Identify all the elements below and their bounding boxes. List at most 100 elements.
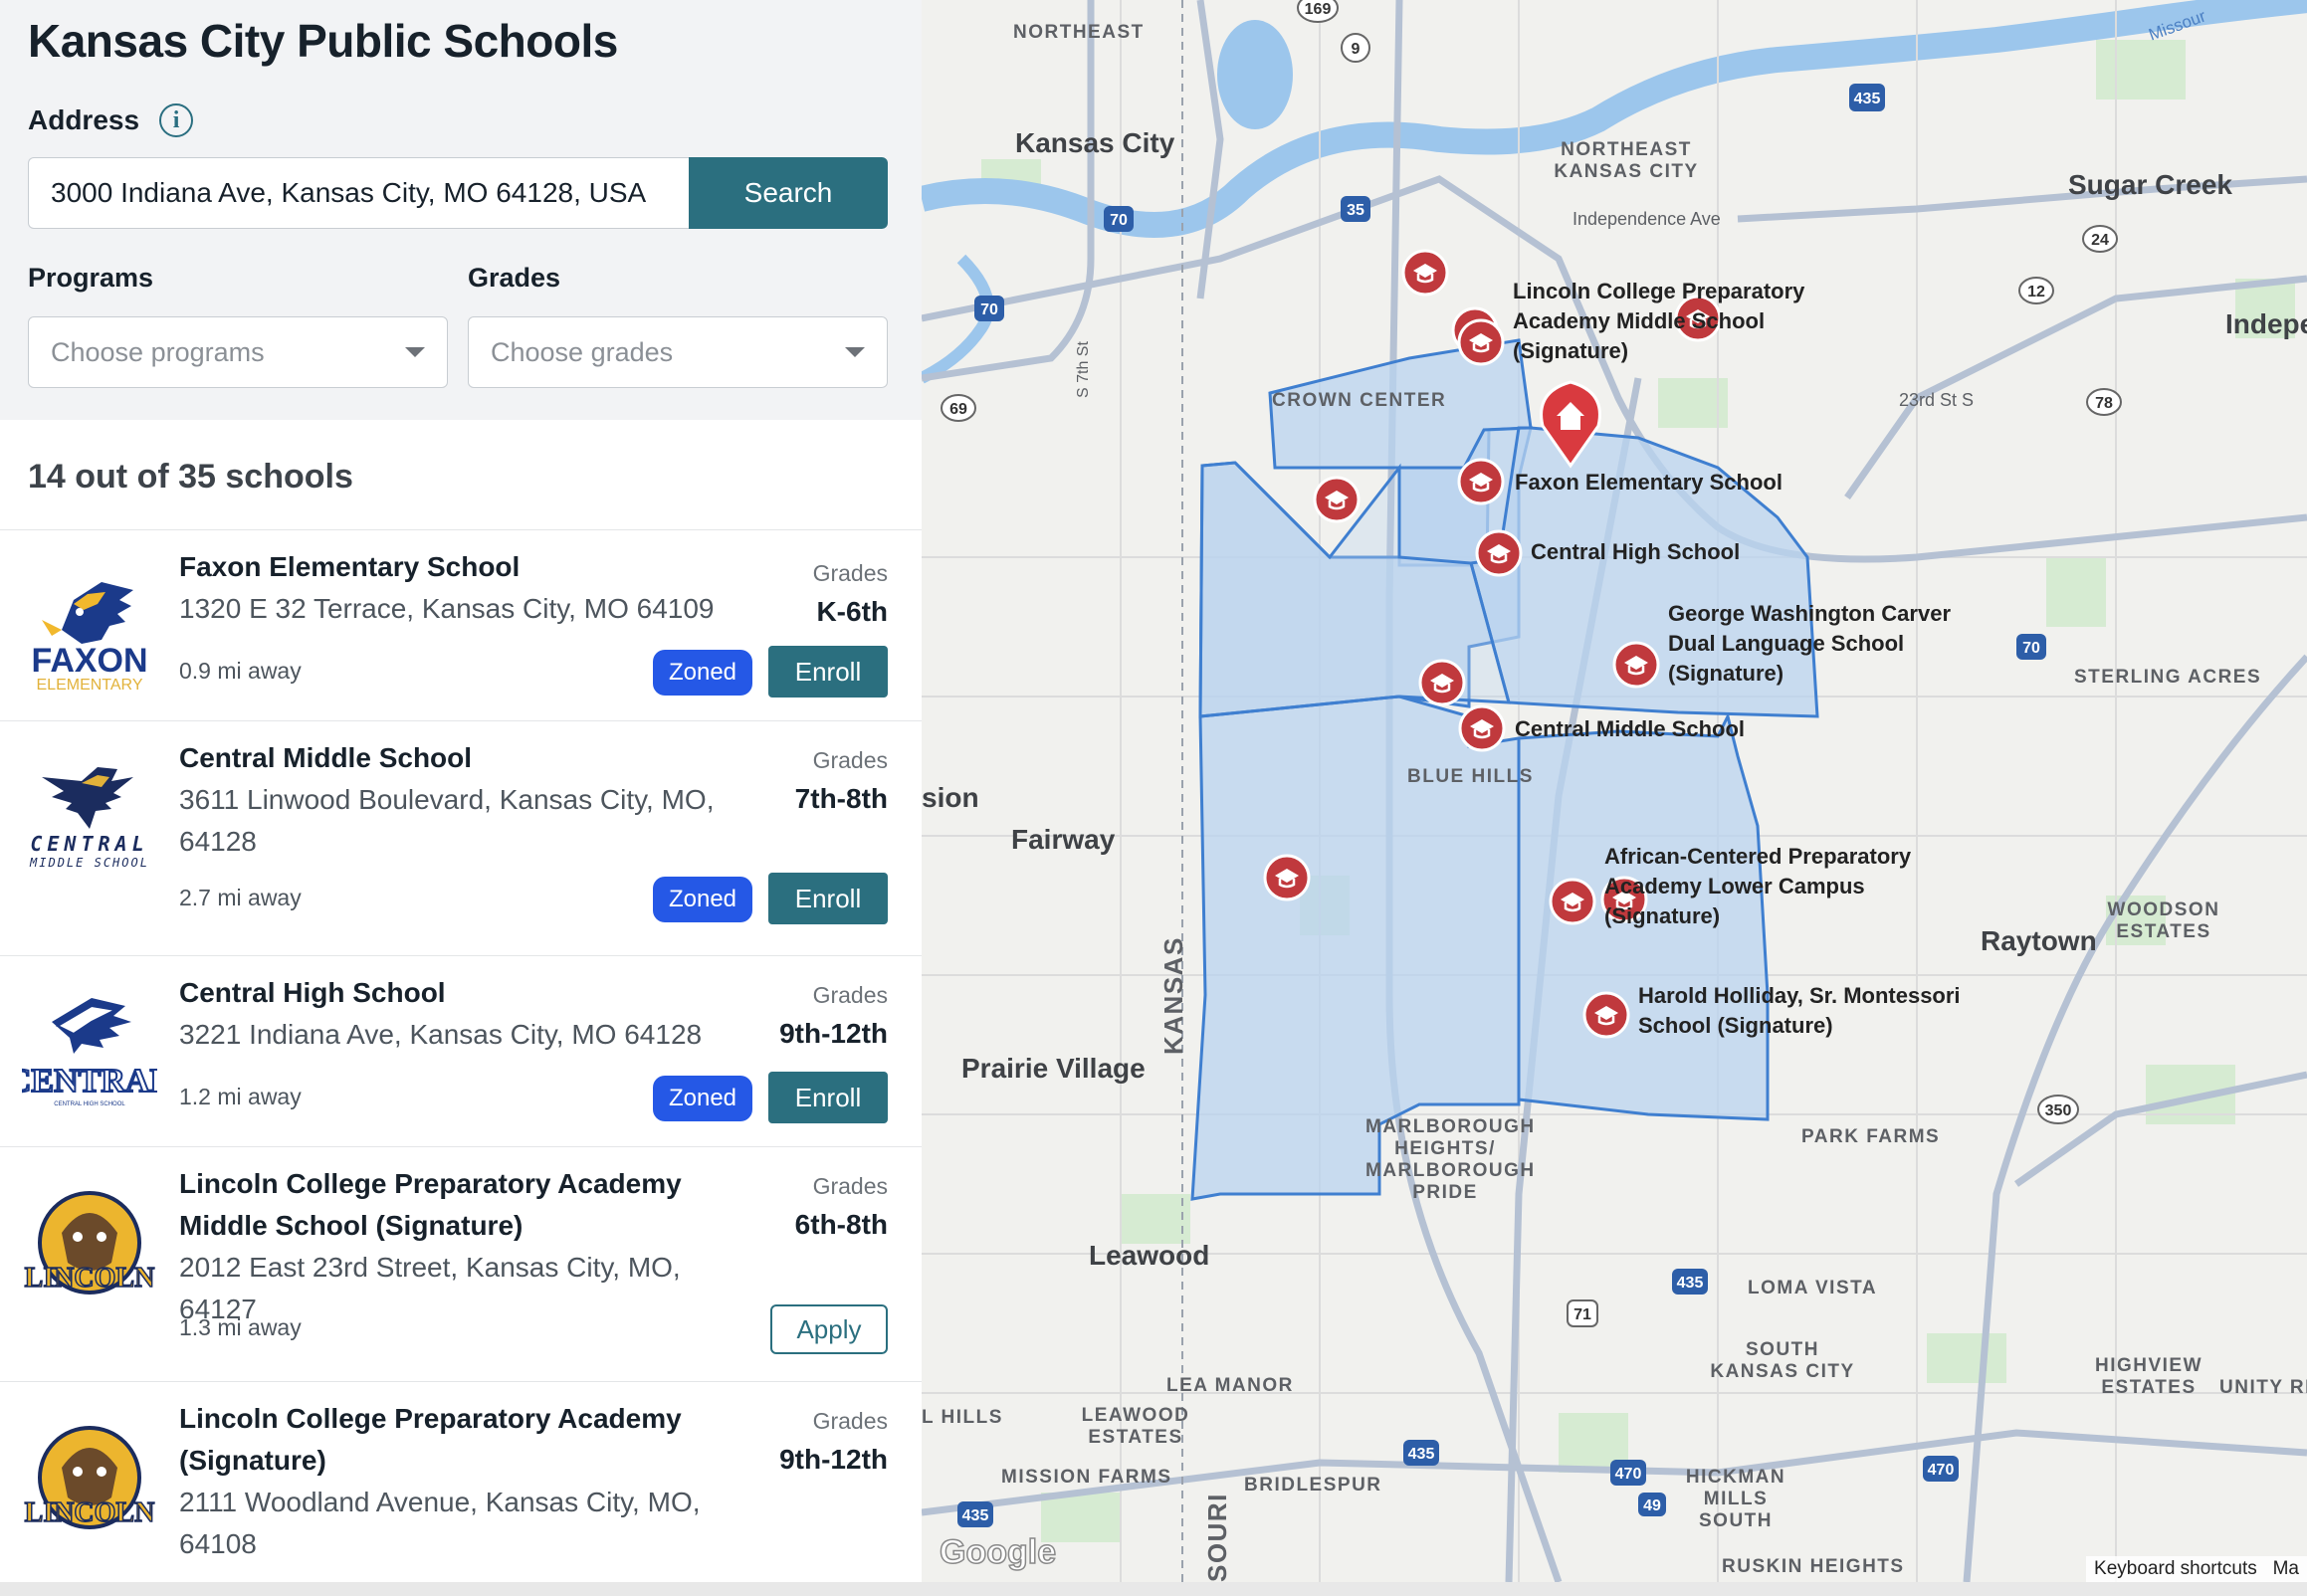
school-grades: 7th-8th xyxy=(794,783,888,814)
area-label: MARLBOROUGH HEIGHTS/ MARLBOROUGH PRIDE xyxy=(1365,1116,1536,1203)
school-name[interactable]: Lincoln College Preparatory Academy (Sig… xyxy=(179,1403,682,1476)
google-logo: Google xyxy=(939,1532,1057,1572)
map-school-label-carver[interactable]: George Washington Carver Dual Language Sc… xyxy=(1668,601,1952,686)
area-label: PARK FARMS xyxy=(1801,1126,1941,1147)
apply-button[interactable]: Apply xyxy=(770,1304,888,1354)
area-label: HICKMAN MILLS SOUTH xyxy=(1685,1467,1786,1531)
keyboard-shortcuts-link[interactable]: Keyboard shortcuts Ma xyxy=(2086,1556,2307,1582)
lake xyxy=(1217,20,1293,129)
school-card-lincoln-middle[interactable]: LINCOLN Lincoln College Preparatory Acad… xyxy=(0,1147,922,1382)
map-school-label-central-high[interactable]: Central High School xyxy=(1531,539,1741,564)
area-label: RUSKIN HEIGHTS xyxy=(1722,1556,1905,1577)
school-grades: 9th-12th xyxy=(779,1018,888,1049)
area-label: WOODSON ESTATES xyxy=(2107,899,2220,942)
area-label: LOMA VISTA xyxy=(1748,1278,1878,1298)
school-address: 3611 Linwood Boulevard, Kansas City, MO,… xyxy=(179,784,715,857)
search-panel: Kansas City Public Schools Address i Sea… xyxy=(0,0,922,1582)
lincoln-logo: LINCOLN xyxy=(24,1191,155,1295)
school-card-faxon[interactable]: FAXON ELEMENTARY Faxon Elementary School… xyxy=(0,530,922,721)
grades-heading: Grades xyxy=(812,982,888,1008)
zoned-badge: Zoned xyxy=(653,650,752,696)
map-view[interactable]: 169 9 435 35 70 70 69 24 12 78 70 350 71… xyxy=(922,0,2307,1582)
map-school-label-holliday[interactable]: Harold Holliday, Sr. Montessori School (S… xyxy=(1638,983,1961,1038)
svg-text:FAXON: FAXON xyxy=(31,642,147,680)
city-label: sion xyxy=(922,782,979,813)
street-label: S 7th St xyxy=(1075,341,1092,398)
school-name[interactable]: Central High School xyxy=(179,977,446,1008)
area-label: MISSION FARMS xyxy=(1001,1467,1172,1488)
school-address: 2012 East 23rd Street, Kansas City, MO, … xyxy=(179,1252,681,1324)
central-middle-logo: CENTRAL MIDDLE SCHOOL xyxy=(29,767,149,870)
grades-heading: Grades xyxy=(812,560,888,586)
school-name[interactable]: Lincoln College Preparatory Academy Midd… xyxy=(179,1168,682,1241)
zoned-badge: Zoned xyxy=(653,1076,752,1121)
grades-label: Grades xyxy=(468,263,561,293)
city-label: Kansas City xyxy=(1015,127,1175,158)
city-label: Indepe xyxy=(2225,308,2307,339)
area-label: UNITY RI xyxy=(2219,1377,2307,1398)
school-name[interactable]: Central Middle School xyxy=(179,742,473,773)
kansas-river xyxy=(922,254,994,384)
address-input[interactable] xyxy=(28,157,689,229)
svg-text:MIDDLE SCHOOL: MIDDLE SCHOOL xyxy=(29,856,149,870)
svg-text:CENTRAL: CENTRAL xyxy=(22,1063,157,1099)
school-grades: K-6th xyxy=(816,596,888,627)
area-label: NORTHEAST KANSAS CITY xyxy=(1554,139,1699,182)
school-card-central-middle[interactable]: CENTRAL MIDDLE SCHOOL Central Middle Sch… xyxy=(0,721,922,956)
school-grades: 9th-12th xyxy=(779,1444,888,1475)
faxon-logo: FAXON ELEMENTARY xyxy=(31,582,148,694)
programs-placeholder: Choose programs xyxy=(51,336,265,367)
svg-text:LINCOLN: LINCOLN xyxy=(25,1263,155,1294)
enroll-button[interactable]: Enroll xyxy=(768,646,888,698)
enroll-button[interactable]: Enroll xyxy=(768,873,888,924)
city-label: Fairway xyxy=(1011,824,1116,855)
school-list: FAXON ELEMENTARY Faxon Elementary School… xyxy=(0,529,922,1582)
svg-text:CENTRAL HIGH SCHOOL: CENTRAL HIGH SCHOOL xyxy=(54,1101,125,1107)
school-address: 3221 Indiana Ave, Kansas City, MO 64128 xyxy=(179,1019,703,1050)
area-label: LEAWOOD ESTATES xyxy=(1081,1405,1190,1448)
state-label: SOURI xyxy=(1202,1493,1232,1582)
city-label: Leawood xyxy=(1089,1240,1210,1271)
map-school-label-lincoln[interactable]: Lincoln College Preparatory Academy Middl… xyxy=(1513,279,1805,363)
address-label: Address i xyxy=(28,103,194,137)
area-label: LEA MANOR xyxy=(1166,1375,1294,1396)
programs-label: Programs xyxy=(28,263,154,293)
central-high-logo: CENTRAL CENTRAL HIGH SCHOOL xyxy=(22,998,157,1107)
city-label: Prairie Village xyxy=(961,1053,1146,1084)
svg-text:CENTRAL: CENTRAL xyxy=(30,832,148,856)
chevron-down-icon xyxy=(845,347,865,357)
area-label: L HILLS xyxy=(922,1407,1003,1428)
search-button[interactable]: Search xyxy=(689,157,888,229)
map-canvas xyxy=(922,0,2307,1582)
area-label: CROWN CENTER xyxy=(1272,390,1447,411)
school-card-central-high[interactable]: CENTRAL CENTRAL HIGH SCHOOL Central High… xyxy=(0,956,922,1147)
page-title: Kansas City Public Schools xyxy=(28,15,618,67)
school-card-lincoln-high[interactable]: LINCOLN Lincoln College Preparatory Acad… xyxy=(0,1382,922,1582)
school-distance: 1.3 mi away xyxy=(179,1314,302,1340)
grades-placeholder: Choose grades xyxy=(491,336,674,367)
school-distance: 2.7 mi away xyxy=(179,885,302,910)
programs-select[interactable]: Choose programs xyxy=(28,316,448,388)
grades-heading: Grades xyxy=(812,1408,888,1434)
school-distance: 1.2 mi away xyxy=(179,1084,302,1109)
area-label: BRIDLESPUR xyxy=(1244,1475,1382,1496)
lincoln-logo: LINCOLN xyxy=(24,1426,155,1529)
map-school-label-faxon[interactable]: Faxon Elementary School xyxy=(1515,470,1783,495)
zoned-badge: Zoned xyxy=(653,877,752,922)
city-label: Raytown xyxy=(1981,925,2097,956)
map-school-label-central-middle[interactable]: Central Middle School xyxy=(1515,716,1746,741)
city-label: Sugar Creek xyxy=(2068,169,2232,200)
results-count: 14 out of 35 schools xyxy=(28,458,353,496)
school-grades: 6th-8th xyxy=(794,1209,888,1240)
map-school-label-african-centered[interactable]: African-Centered Preparatory Academy Lowe… xyxy=(1604,844,1912,928)
grades-select[interactable]: Choose grades xyxy=(468,316,888,388)
svg-text:LINCOLN: LINCOLN xyxy=(25,1497,155,1528)
address-label-text: Address xyxy=(28,104,140,135)
street-label: Independence Ave xyxy=(1573,209,1721,229)
school-name[interactable]: Faxon Elementary School xyxy=(179,551,521,582)
info-icon[interactable]: i xyxy=(159,103,194,137)
grades-heading: Grades xyxy=(812,747,888,773)
area-label: BLUE HILLS xyxy=(1407,766,1534,787)
enroll-button[interactable]: Enroll xyxy=(768,1072,888,1123)
bottom-strip xyxy=(0,1582,2307,1596)
